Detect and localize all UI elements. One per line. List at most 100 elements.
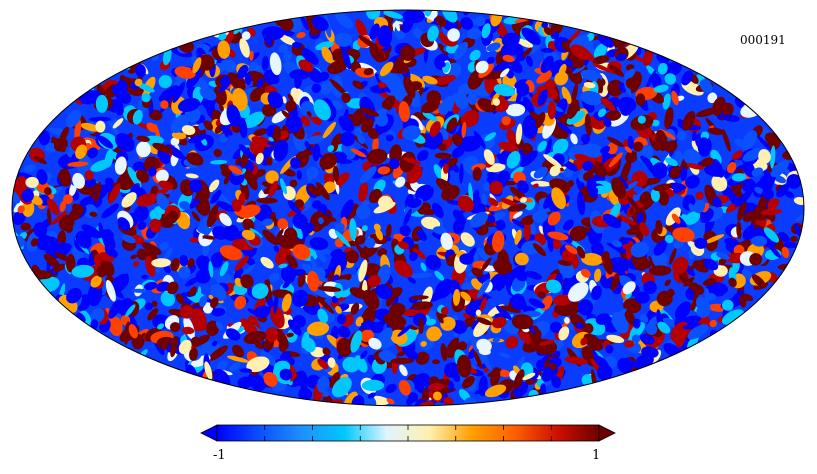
field-speckle (265, 327, 279, 342)
field-speckle (610, 273, 620, 291)
field-speckle (730, 183, 744, 200)
field-speckle (399, 225, 411, 237)
field-speckle (658, 190, 670, 206)
field-speckle (216, 360, 228, 372)
field-speckle (511, 60, 523, 74)
field-speckle (219, 245, 243, 261)
field-speckle (213, 148, 222, 158)
field-speckle (591, 241, 604, 257)
field-speckle (265, 170, 279, 184)
field-speckle (561, 277, 573, 292)
field-speckle (191, 211, 201, 222)
field-speckle (684, 211, 701, 225)
field-speckle (481, 23, 491, 39)
field-speckle (362, 161, 371, 172)
field-speckle (130, 254, 138, 260)
field-speckle (244, 168, 258, 191)
field-speckle (261, 103, 277, 117)
field-speckle (505, 103, 526, 117)
field-speckle (360, 350, 368, 360)
field-speckle (238, 144, 257, 162)
field-speckle (624, 340, 635, 348)
field-speckle (548, 362, 557, 370)
colorbar-max-label: 1 (592, 448, 601, 463)
field-speckle (158, 85, 179, 102)
field-speckle (174, 66, 196, 79)
field-speckle (726, 162, 737, 174)
field-speckle (317, 358, 329, 370)
field-speckle (361, 225, 368, 232)
field-speckle (783, 241, 798, 249)
field-speckle (301, 48, 319, 65)
field-speckle (189, 179, 203, 193)
field-speckle (500, 197, 518, 207)
field-speckle (116, 174, 135, 191)
field-speckle (208, 179, 220, 193)
field-speckle (342, 356, 360, 373)
field-speckle (611, 240, 623, 248)
anisotropy-field (12, 10, 804, 406)
field-speckle (162, 247, 173, 263)
field-speckle (795, 213, 804, 221)
field-speckle (522, 47, 533, 58)
field-speckle (273, 245, 280, 253)
field-speckle (280, 178, 287, 195)
field-speckle (485, 384, 507, 398)
field-speckle (234, 295, 247, 310)
field-speckle (286, 332, 294, 338)
field-speckle (367, 392, 376, 399)
field-speckle (132, 109, 143, 125)
field-speckle (499, 352, 511, 359)
field-speckle (683, 148, 701, 166)
field-speckle (669, 165, 682, 179)
field-speckle (264, 279, 273, 299)
field-speckle (318, 217, 324, 225)
field-speckle (356, 204, 371, 220)
field-speckle (317, 296, 335, 314)
field-speckle (511, 314, 534, 330)
field-speckle (290, 157, 301, 169)
colorbar-min-label: -1 (213, 448, 226, 463)
field-speckle (186, 67, 202, 89)
field-speckle (764, 132, 780, 146)
field-speckle (320, 81, 333, 95)
field-speckle (124, 321, 130, 345)
field-speckle (296, 32, 306, 39)
field-speckle (136, 248, 148, 261)
field-speckle (722, 129, 731, 152)
field-speckle (108, 299, 122, 319)
field-speckle (522, 96, 535, 115)
field-speckle (440, 343, 448, 362)
field-speckle (598, 33, 614, 48)
field-speckle (228, 49, 236, 58)
field-speckle (430, 10, 438, 19)
field-speckle (571, 83, 578, 104)
field-speckle (557, 122, 573, 134)
field-speckle (133, 332, 146, 349)
field-speckle (206, 208, 219, 228)
field-speckle (84, 178, 97, 188)
field-speckle (262, 229, 279, 246)
field-speckle (592, 55, 610, 65)
field-speckle (434, 152, 453, 160)
field-speckle (290, 269, 306, 276)
field-speckle (420, 262, 427, 272)
field-speckle (199, 295, 207, 307)
field-speckle (354, 127, 363, 136)
field-speckle (108, 316, 123, 337)
field-speckle (751, 235, 768, 247)
field-speckle (220, 59, 237, 73)
field-speckle (395, 176, 406, 188)
field-speckle (754, 227, 763, 236)
colorbar-max-arrow (598, 424, 616, 442)
field-speckle (516, 82, 530, 97)
map-id-label: 000191 (740, 33, 786, 47)
field-speckle (46, 198, 60, 216)
field-speckle (551, 375, 561, 389)
field-speckle (490, 367, 501, 387)
field-speckle (297, 272, 306, 288)
field-speckle (95, 94, 108, 113)
field-speckle (624, 146, 632, 153)
field-speckle (158, 75, 172, 89)
field-speckle (213, 269, 234, 287)
